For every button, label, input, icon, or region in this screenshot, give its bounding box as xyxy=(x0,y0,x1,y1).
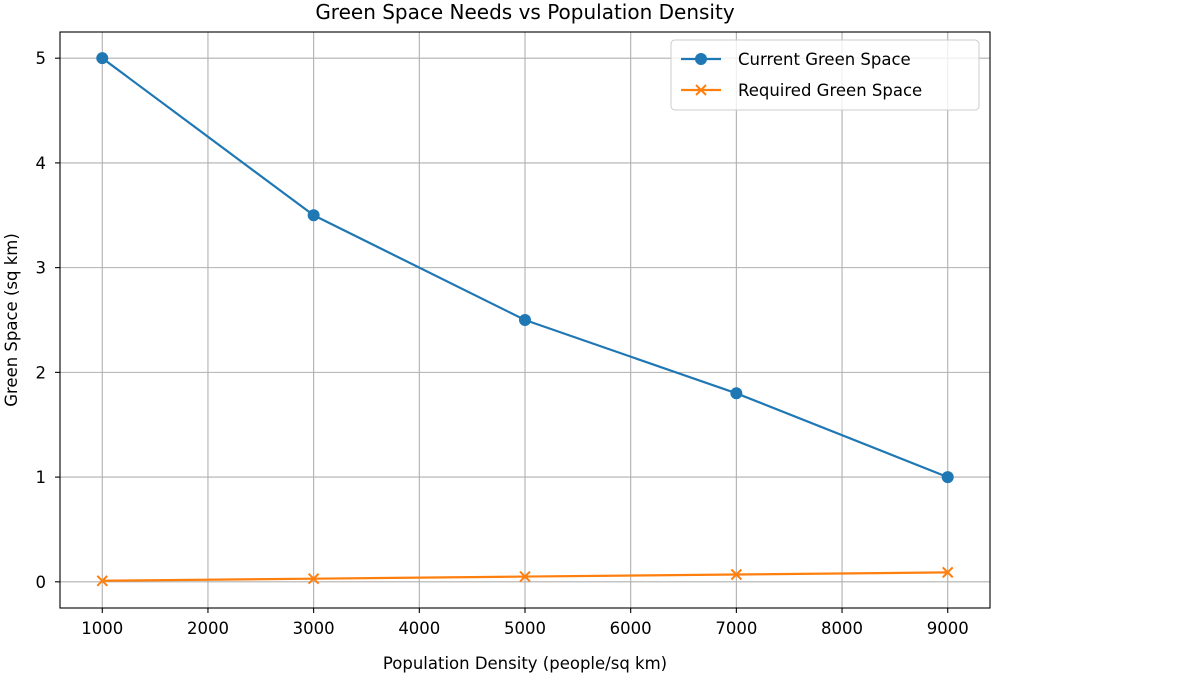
series-2 xyxy=(96,566,954,587)
data-point xyxy=(307,572,320,585)
legend-marker xyxy=(695,84,707,96)
x-tick-label: 1000 xyxy=(81,619,123,638)
x-axis-label: Population Density (people/sq km) xyxy=(383,654,667,673)
legend-marker xyxy=(695,53,707,65)
data-point xyxy=(96,52,109,65)
ticks: 1000 2000 3000 4000 5000 6000 7000 8000 9000 0 1 2 3… xyxy=(36,49,969,638)
x-tick-label: 5000 xyxy=(504,619,546,638)
y-axis-label: Green Space (sq km) xyxy=(2,233,21,407)
x-tick-label: 6000 xyxy=(610,619,652,638)
data-point xyxy=(730,387,743,400)
legend-label: Required Green Space xyxy=(738,81,922,100)
x-tick-label: 9000 xyxy=(927,619,969,638)
y-tick-label: 4 xyxy=(36,154,47,173)
y-tick-label: 2 xyxy=(36,363,47,382)
y-tick-label: 5 xyxy=(36,49,47,68)
legend: Current Green Space Required Green Space xyxy=(670,39,980,111)
data-point xyxy=(307,209,320,222)
y-tick-label: 0 xyxy=(36,573,47,592)
data-point xyxy=(519,314,531,326)
x-tick-label: 3000 xyxy=(293,619,335,638)
data-point xyxy=(96,575,108,587)
legend-item: Current Green Space xyxy=(681,50,911,69)
grid xyxy=(60,32,990,608)
x-tick-label: 8000 xyxy=(821,619,863,638)
legend-item: Required Green Space xyxy=(681,81,922,100)
data-point xyxy=(519,570,531,583)
y-tick-label: 3 xyxy=(36,259,47,278)
y-tick-label: 1 xyxy=(36,468,47,487)
x-tick-label: 2000 xyxy=(187,619,229,638)
data-point xyxy=(730,568,743,581)
series-layer xyxy=(96,52,954,587)
data-point xyxy=(942,566,954,579)
chart-title: Green Space Needs vs Population Density xyxy=(315,0,735,24)
legend-label: Current Green Space xyxy=(738,50,911,69)
x-tick-label: 7000 xyxy=(715,619,757,638)
data-point xyxy=(941,471,954,484)
series-1 xyxy=(96,52,954,484)
x-tick-label: 4000 xyxy=(398,619,440,638)
legend-box xyxy=(670,39,980,111)
